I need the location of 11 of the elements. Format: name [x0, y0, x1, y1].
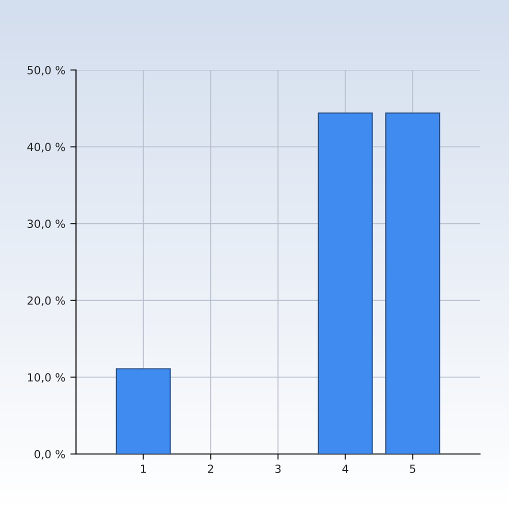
- x-tick-label: 3: [275, 464, 281, 474]
- x-tick-label: 5: [410, 464, 416, 474]
- y-tick-label: 0,0 %: [34, 450, 65, 460]
- y-tick-label: 10,0 %: [28, 373, 65, 383]
- x-tick-label: 1: [141, 464, 146, 473]
- y-tick-label: 20,0 %: [28, 296, 65, 306]
- x-tick-label: 4: [342, 464, 348, 473]
- y-tick-label: 30,0 %: [28, 220, 65, 230]
- x-tick-label: 2: [208, 464, 214, 473]
- y-tick-label: 40,0 %: [27, 142, 65, 152]
- y-tick-label: 50,0 %: [28, 66, 65, 76]
